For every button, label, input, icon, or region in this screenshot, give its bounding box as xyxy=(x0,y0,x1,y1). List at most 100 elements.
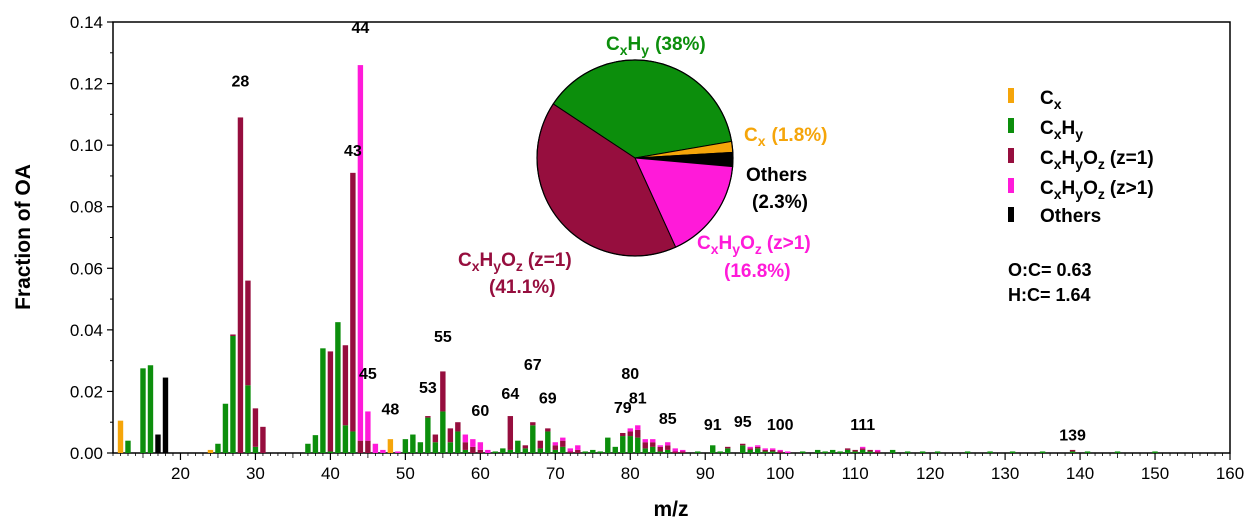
bar-segment-z1 xyxy=(230,334,236,337)
bar-segment-zgt1 xyxy=(785,451,791,453)
y-axis-title: Fraction of OA xyxy=(12,164,35,310)
x-tick-label: 90 xyxy=(696,464,715,483)
bar-segment-z1 xyxy=(530,422,536,426)
bar-segment-cxhy xyxy=(1084,451,1091,453)
peak-label: 67 xyxy=(524,357,542,374)
bar-segment-zgt1 xyxy=(770,448,776,450)
bar-segment-z1 xyxy=(365,440,371,453)
bar-segment-z1 xyxy=(762,449,768,452)
bar-segment-cxhy xyxy=(710,445,716,453)
bar-segment-cxhy xyxy=(934,451,941,453)
bar-segment-cxhy xyxy=(147,365,154,453)
peak-label: 80 xyxy=(621,366,639,383)
bar-segment-zgt1 xyxy=(365,411,371,441)
peak-label: 60 xyxy=(471,403,489,420)
bar-segment-z1 xyxy=(859,448,866,450)
x-tick-label: 50 xyxy=(396,464,415,483)
bar-segment-zgt1 xyxy=(575,445,581,450)
pie-label-cxhy: CxHy (38%) xyxy=(606,34,706,58)
bar-segment-cxhy xyxy=(642,448,648,453)
bar-segment-cxhy xyxy=(1009,451,1016,453)
bar-segment-cxhy xyxy=(447,442,454,453)
bar-segment-cxhy xyxy=(522,448,529,453)
bar-segment-cxhy xyxy=(904,451,911,453)
bar-segment-cxhy xyxy=(515,440,521,453)
bar-segment-cxhy xyxy=(725,448,731,453)
bar-segment-cxhy xyxy=(597,451,603,453)
bar-segment-z1 xyxy=(522,445,529,449)
x-tick-label: 100 xyxy=(766,464,794,483)
bar-segment-zgt1 xyxy=(672,448,678,452)
legend-label-others: Others xyxy=(1040,206,1101,227)
y-tick-label: 0.06 xyxy=(70,259,103,278)
bar-segment-cxhy xyxy=(605,437,611,453)
bar-segment-others xyxy=(155,434,161,453)
peak-label: 45 xyxy=(359,366,377,383)
bar-segment-cxhy xyxy=(620,436,626,453)
peak-label: 55 xyxy=(434,329,452,346)
bar-segment-zgt1 xyxy=(627,428,633,432)
x-tick-label: 60 xyxy=(471,464,490,483)
bar-segment-z1 xyxy=(327,351,334,452)
bar-segment-cxhy xyxy=(410,434,416,453)
bar-segment-z1 xyxy=(537,440,544,449)
bar-segment-z1 xyxy=(440,371,446,412)
bar-segment-cxhy xyxy=(582,451,588,453)
bar-segment-z1 xyxy=(852,449,858,452)
bar-segment-cxhy xyxy=(335,322,341,453)
pie-outline xyxy=(536,59,734,257)
oc-ratio: O:C= 0.63 xyxy=(1008,260,1092,280)
peak-label: 100 xyxy=(767,417,794,434)
bar-segment-cxhy xyxy=(695,451,701,453)
bar-segment-cxhy xyxy=(889,449,896,453)
bar-segment-cxhy xyxy=(837,451,843,453)
bar-segment-z1 xyxy=(650,442,656,447)
pie-label-others-pct: (2.3%) xyxy=(752,192,808,213)
bar-segment-cx xyxy=(387,439,394,453)
bar-segment-cxhy xyxy=(507,449,514,453)
peak-label: 44 xyxy=(351,20,369,37)
y-axis: 0.00 0.02 0.04 0.06 0.08 0.10 0.12 0.14 xyxy=(70,13,113,463)
bar-segment-z1 xyxy=(507,416,514,450)
bar-segment-cxhy xyxy=(462,449,469,453)
peak-label: 139 xyxy=(1059,428,1086,445)
pie-label-zgt1-pct: (16.8%) xyxy=(724,261,791,282)
bar-segment-cxhy xyxy=(1039,451,1046,453)
bar-segment-cxhy xyxy=(822,451,828,453)
bar-segment-cxhy xyxy=(1069,451,1076,453)
bar-segment-z1 xyxy=(575,449,581,453)
bar-segment-cxhy xyxy=(222,403,229,453)
bar-segment-cxhy xyxy=(545,431,551,453)
bar-segment-cxhy xyxy=(125,440,131,453)
x-axis: 20 30 40 50 60 70 80 90 100 110 120 130 140 150 160 xyxy=(112,453,1244,483)
bar-segment-z1 xyxy=(874,451,881,453)
bar-segment-z1 xyxy=(252,408,259,447)
bar-segment-z1 xyxy=(432,434,439,443)
bar-segment-cxhy xyxy=(560,446,566,453)
legend-swatch-zgt1 xyxy=(1008,178,1014,193)
bar-segment-z1 xyxy=(672,451,678,453)
bar-segment-cxhy xyxy=(867,451,873,453)
bar-segment-cxhy xyxy=(552,449,558,453)
peak-label: 91 xyxy=(704,417,722,434)
y-tick-label: 0.14 xyxy=(70,13,103,32)
bar-segment-cxhy xyxy=(402,439,409,453)
bar-segment-z1 xyxy=(635,429,641,438)
bar-segment-cxhy xyxy=(740,445,746,453)
bar-segment-z1 xyxy=(627,431,633,437)
bar-segment-zgt1 xyxy=(470,439,476,447)
x-tick-label: 150 xyxy=(1141,464,1169,483)
bar-segment-z1 xyxy=(552,445,558,450)
legend-label-cxhy: CxHy xyxy=(1040,118,1083,142)
x-tick-label: 160 xyxy=(1216,464,1244,483)
bar-segment-z1 xyxy=(680,451,686,453)
bar-segment-z1 xyxy=(1069,449,1076,452)
bar-segment-cxhy xyxy=(590,449,596,453)
y-tick-label: 0.12 xyxy=(70,75,103,94)
y-tick-label: 0.02 xyxy=(70,382,103,401)
legend-swatch-z1 xyxy=(1008,148,1014,163)
bar-segment-z1 xyxy=(740,443,746,446)
x-tick-label: 80 xyxy=(621,464,640,483)
bar-segment-z1 xyxy=(425,416,431,418)
pie-label-z1-pct: (41.1%) xyxy=(489,277,556,298)
